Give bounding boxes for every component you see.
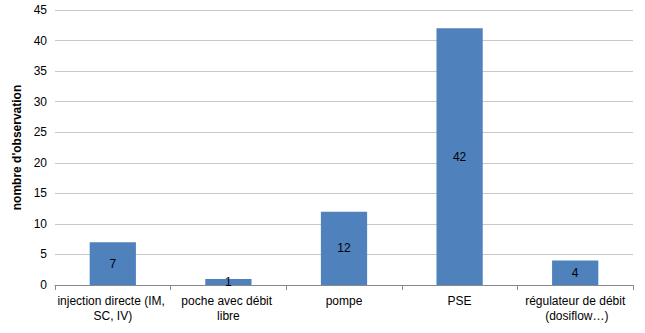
svg-text:35: 35 — [34, 64, 48, 78]
svg-text:7: 7 — [109, 257, 116, 271]
svg-text:libre: libre — [217, 309, 240, 323]
svg-text:4: 4 — [572, 266, 579, 280]
svg-text:5: 5 — [40, 247, 47, 261]
svg-text:injection directe (IM,: injection directe (IM, — [57, 294, 168, 308]
svg-text:40: 40 — [34, 34, 48, 48]
svg-text:15: 15 — [34, 186, 48, 200]
svg-text:PSE: PSE — [448, 294, 472, 308]
svg-text:1: 1 — [225, 275, 232, 289]
svg-text:pompe: pompe — [326, 294, 363, 308]
svg-text:25: 25 — [34, 125, 48, 139]
svg-text:nombre d'observation: nombre d'observation — [10, 85, 24, 211]
svg-text:30: 30 — [34, 95, 48, 109]
svg-text:45: 45 — [34, 3, 48, 17]
svg-text:poche avec débit: poche avec débit — [181, 294, 275, 308]
svg-text:10: 10 — [34, 217, 48, 231]
svg-text:12: 12 — [337, 241, 351, 255]
svg-text:régulateur de débit: régulateur de débit — [525, 294, 626, 308]
svg-text:20: 20 — [34, 156, 48, 170]
svg-text:(dosiflow…): (dosiflow…) — [542, 309, 609, 323]
svg-text:SC, IV): SC, IV) — [93, 309, 132, 323]
svg-text:0: 0 — [40, 278, 47, 292]
svg-text:42: 42 — [453, 150, 467, 164]
